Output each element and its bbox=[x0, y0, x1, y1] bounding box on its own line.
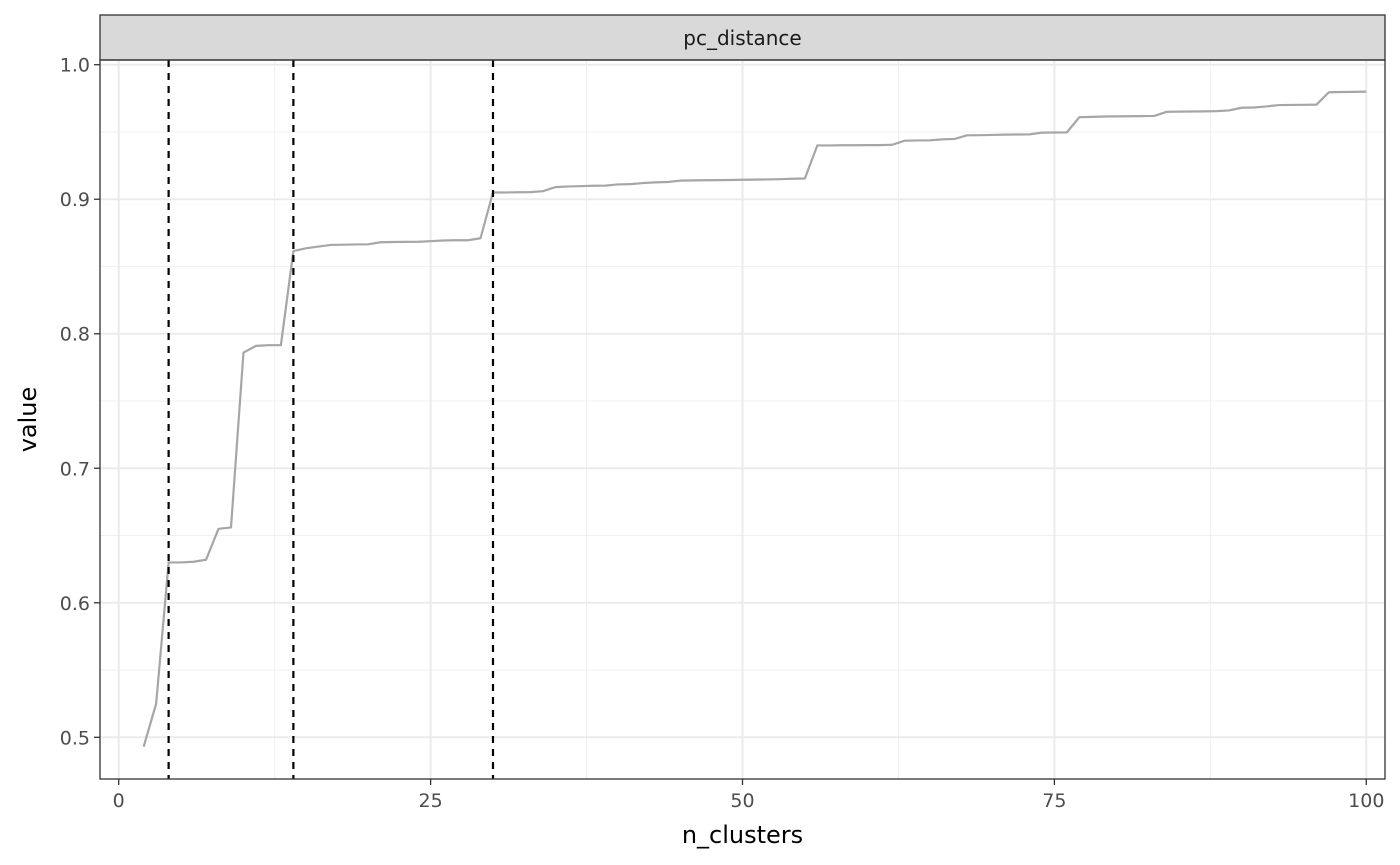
y-axis-title: value bbox=[14, 387, 42, 453]
x-axis-title: n_clusters bbox=[682, 821, 803, 849]
y-tick-label: 0.6 bbox=[60, 593, 90, 615]
series-layer bbox=[142, 90, 1367, 748]
x-tick-label: 25 bbox=[419, 790, 443, 812]
vlines-layer bbox=[167, 60, 495, 779]
series-line bbox=[142, 90, 1367, 748]
x-tick-label: 50 bbox=[730, 790, 754, 812]
x-axis: 0 25 50 75 100 bbox=[113, 779, 1384, 812]
facet-strip bbox=[99, 14, 1386, 61]
x-tick-label: 75 bbox=[1042, 790, 1066, 812]
y-tick-label: 0.7 bbox=[60, 458, 90, 480]
x-tick-label: 100 bbox=[1348, 790, 1384, 812]
x-tick-label: 0 bbox=[113, 790, 125, 812]
y-axis: 0.5 0.6 0.7 0.8 0.9 1.0 bbox=[60, 55, 100, 749]
y-tick-label: 0.9 bbox=[60, 189, 90, 211]
y-tick-label: 0.5 bbox=[60, 727, 90, 749]
y-tick-label: 1.0 bbox=[60, 55, 90, 77]
y-tick-label: 0.8 bbox=[60, 324, 90, 346]
facet-strip-label: pc_distance bbox=[683, 26, 801, 50]
